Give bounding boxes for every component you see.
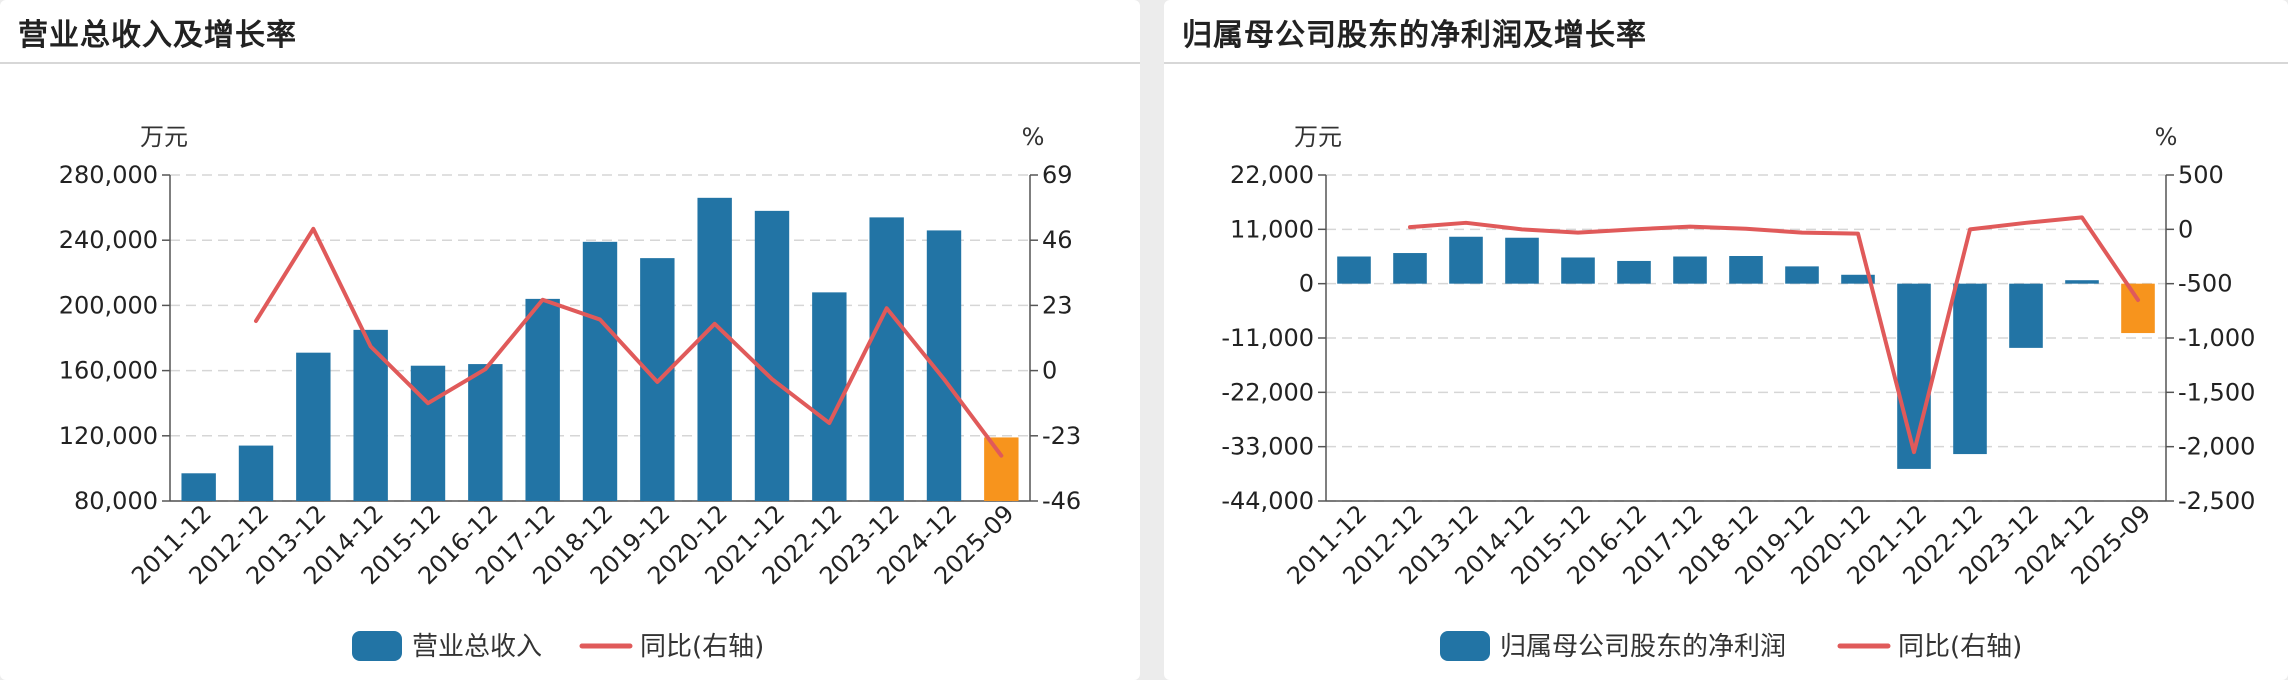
bar-2013-12	[296, 352, 331, 501]
right-tick-label: 69	[1042, 161, 1073, 189]
chart-title: 营业总收入及增长率	[18, 18, 297, 53]
bar-2013-12	[1449, 236, 1483, 284]
legend-line-label: 同比(右轴)	[1898, 632, 2022, 662]
right-tick-label: 0	[1042, 357, 1057, 385]
left-tick-label: 120,000	[59, 422, 158, 450]
left-tick-label: 200,000	[59, 291, 158, 319]
net-profit-chart: 万元 % -44,000 -33,000 -22,000 -11,000 0 11,000 22…	[1221, 123, 2255, 662]
bar-2023-12	[2009, 283, 2043, 348]
right-axis-unit: %	[2155, 123, 2178, 151]
bar-2017-12	[525, 298, 560, 501]
bar-2018-12	[582, 241, 618, 501]
right-tick-label: -1,000	[2178, 324, 2255, 352]
bar-2020-12	[1841, 274, 1875, 284]
legend-line-label: 同比(右轴)	[640, 632, 764, 662]
left-tick-label: 160,000	[59, 357, 158, 385]
yoy-growth-line	[254, 226, 1004, 458]
left-tick-label: 0	[1299, 270, 1314, 298]
bar-2012-12	[1393, 253, 1427, 284]
bar-2023-12	[869, 217, 904, 501]
revenue-chart: 万元 % 80,000 120,000 160,000 200,000 240,000 280…	[59, 123, 1081, 662]
bar-2021-12	[754, 210, 790, 502]
bar-2020-12	[697, 197, 732, 501]
bar-2024-12	[2065, 280, 2099, 284]
bar-2019-12	[1785, 266, 1819, 284]
bar-2015-12	[410, 365, 446, 501]
left-tick-label: -22,000	[1221, 378, 1314, 406]
bar-2021-12	[1897, 283, 1931, 469]
left-axis-unit: 万元	[1294, 123, 1342, 151]
right-tick-label: -2,500	[2178, 487, 2255, 515]
right-tick-label: -2,000	[2178, 433, 2255, 461]
left-tick-label: 240,000	[59, 226, 158, 254]
left-tick-label: 280,000	[59, 161, 158, 189]
revenue-chart-panel: 营业总收入及增长率 万元% 80,000 120,000 160,000 200,000…	[0, 0, 1140, 680]
bar-2011-12	[1337, 256, 1371, 284]
bar-2016-12	[1617, 260, 1651, 284]
left-tick-label: 80,000	[74, 487, 158, 515]
bar-2011-12	[181, 473, 216, 501]
bar-2014-12	[1505, 237, 1539, 284]
left-tick-label: -33,000	[1221, 433, 1314, 461]
net-profit-chart-panel: 归属母公司股东的净利润及增长率 万元% -44,000 -33,000 -22,000…	[1164, 0, 2288, 680]
panel-header: 归属母公司股东的净利润及增长率	[1164, 0, 2288, 64]
right-tick-label: -1,500	[2178, 378, 2255, 406]
legend-bar-label: 归属母公司股东的净利润	[1500, 632, 1786, 662]
right-axis-unit: %	[1022, 123, 1045, 151]
bar-2018-12	[1729, 256, 1763, 284]
bar-2015-12	[1561, 257, 1595, 284]
bar-2012-12	[238, 445, 274, 501]
yoy-growth-line	[1408, 215, 2140, 455]
right-tick-label: 23	[1042, 291, 1073, 319]
legend-bar-swatch	[1440, 631, 1490, 661]
bar-2025-09	[984, 437, 1019, 501]
left-tick-label: 11,000	[1230, 215, 1314, 243]
panel-header: 营业总收入及增长率	[0, 0, 1140, 64]
chart-title: 归属母公司股东的净利润及增长率	[1182, 18, 1647, 53]
bar-2017-12	[1673, 256, 1707, 284]
right-tick-label: 500	[2178, 161, 2224, 189]
left-tick-label: 22,000	[1230, 161, 1314, 189]
right-tick-label: -500	[2178, 270, 2232, 298]
right-tick-label: 0	[2178, 215, 2193, 243]
bar-2025-09	[2121, 283, 2155, 334]
right-tick-label: -46	[1042, 487, 1081, 515]
bar-2022-12	[1953, 283, 1987, 455]
bar-2014-12	[353, 329, 388, 501]
left-axis-unit: 万元	[140, 123, 188, 151]
legend-bar-swatch	[352, 631, 402, 661]
left-tick-label: -44,000	[1221, 487, 1314, 515]
legend-bar-label: 营业总收入	[412, 632, 542, 662]
right-tick-label: -23	[1042, 422, 1081, 450]
right-tick-label: 46	[1042, 226, 1073, 254]
bar-2016-12	[468, 364, 503, 501]
left-tick-label: -11,000	[1221, 324, 1314, 352]
